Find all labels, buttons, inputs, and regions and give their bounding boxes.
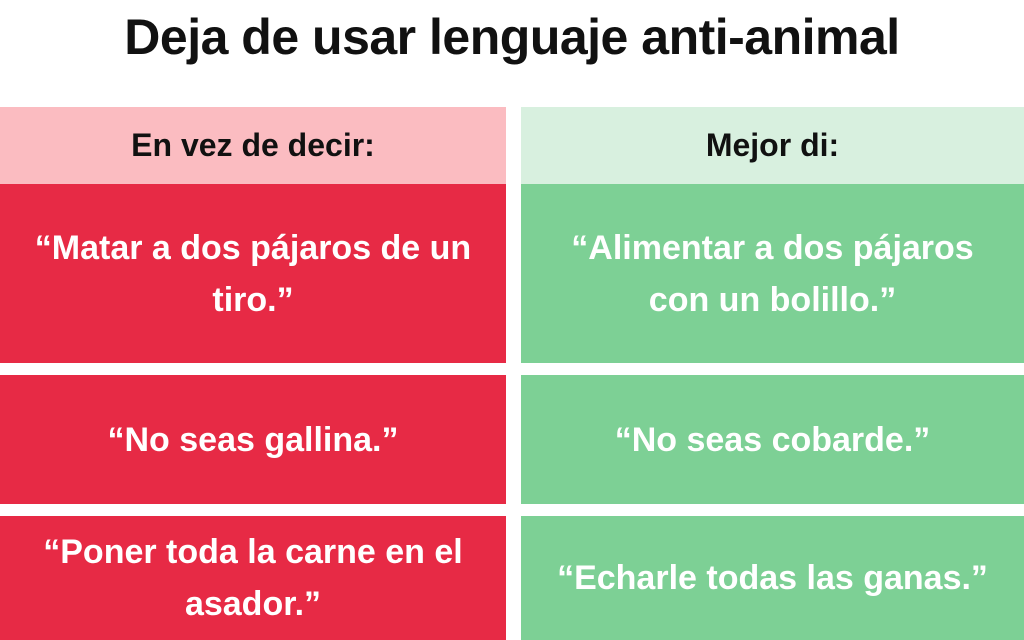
instead-phrase-3: “Poner toda la carne en el asador.” [0, 516, 506, 640]
better-phrase-2: “No seas cobarde.” [521, 375, 1024, 504]
page-title: Deja de usar lenguaje anti-animal [124, 9, 900, 65]
left-column-header: En vez de decir: [0, 107, 506, 184]
better-phrase-1: “Alimentar a dos pájaros con un bolillo.… [521, 184, 1024, 363]
instead-phrase-2: “No seas gallina.” [0, 375, 506, 504]
right-column-header: Mejor di: [521, 107, 1024, 184]
instead-phrase-1: “Matar a dos pájaros de un tiro.” [0, 184, 506, 363]
better-phrase-3: “Echarle todas las ganas.” [521, 516, 1024, 640]
